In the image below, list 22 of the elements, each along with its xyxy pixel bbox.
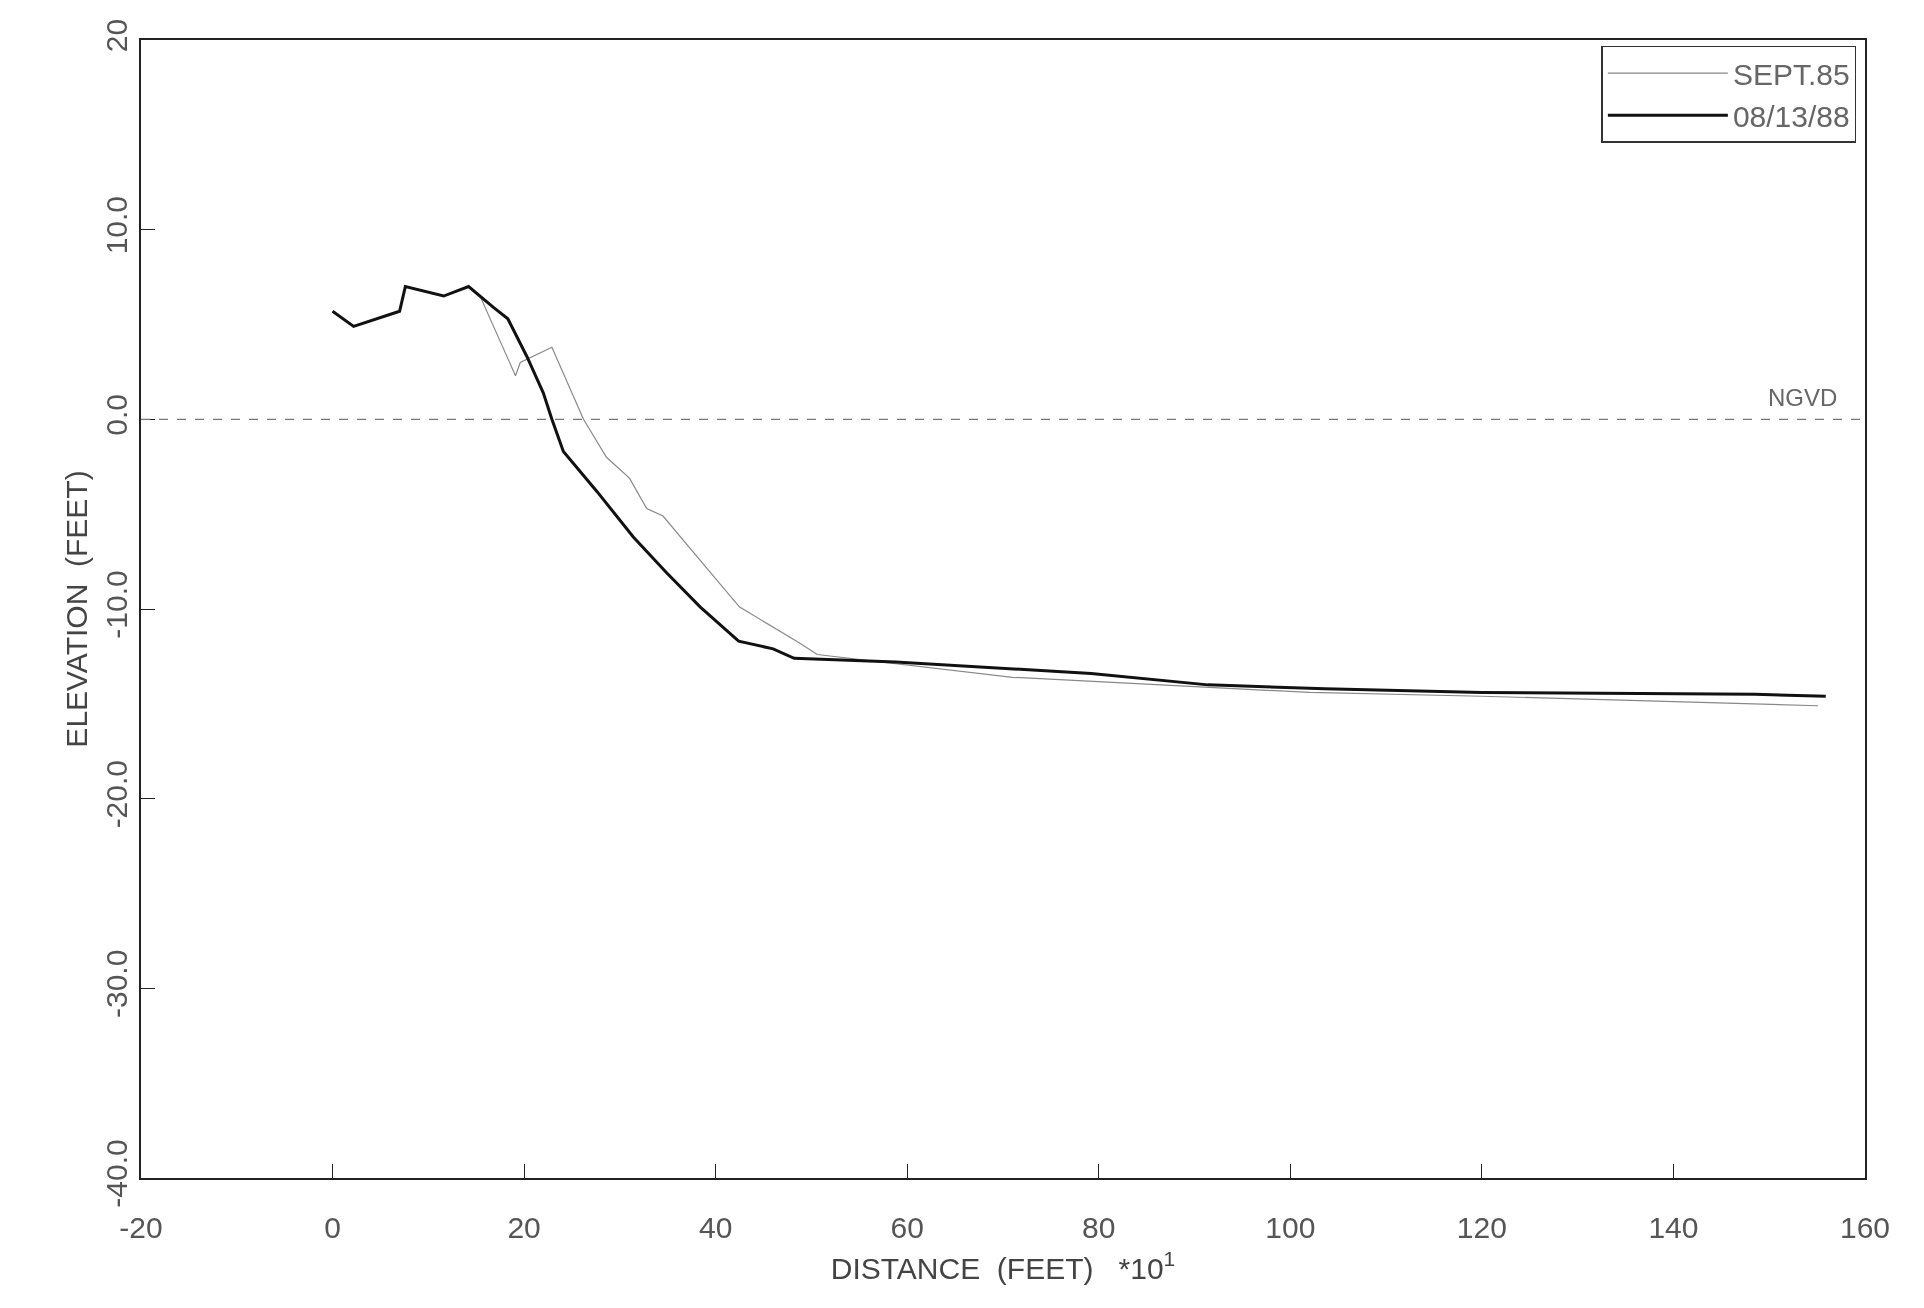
x-tick-label: -20 bbox=[119, 1211, 163, 1244]
x-tick-label: 100 bbox=[1265, 1211, 1316, 1244]
y-axis-title: ELEVATION (FEET) bbox=[59, 470, 93, 748]
x-axis-title: DISTANCE (FEET) *10$^{1}$ bbox=[830, 1247, 1176, 1285]
y-tick-label: 20 bbox=[100, 18, 133, 53]
y-tick-label: -20.0 bbox=[100, 759, 133, 829]
y-tick-label: 10.0 bbox=[100, 195, 133, 255]
x-tick-label: 60 bbox=[890, 1211, 924, 1244]
y-tick-label: -10.0 bbox=[100, 570, 133, 639]
legend-label: SEPT.85 bbox=[1732, 57, 1850, 91]
x-tick-label: 160 bbox=[1839, 1211, 1891, 1244]
x-tick-label: 40 bbox=[698, 1211, 733, 1244]
x-tick-label: 0 bbox=[324, 1211, 341, 1244]
x-tick-label: 20 bbox=[507, 1211, 541, 1244]
y-tick-label: -40.0 bbox=[100, 1139, 133, 1208]
legend-label: 08/13/88 bbox=[1732, 99, 1850, 133]
x-tick-label: 120 bbox=[1456, 1211, 1507, 1244]
x-tick-label: 80 bbox=[1082, 1211, 1116, 1244]
y-tick-label: -30.0 bbox=[100, 949, 133, 1019]
x-tick-label: 140 bbox=[1648, 1211, 1699, 1244]
y-tick-label: 0.0 bbox=[100, 393, 133, 436]
ref-line-label: NGVD bbox=[1768, 384, 1838, 411]
